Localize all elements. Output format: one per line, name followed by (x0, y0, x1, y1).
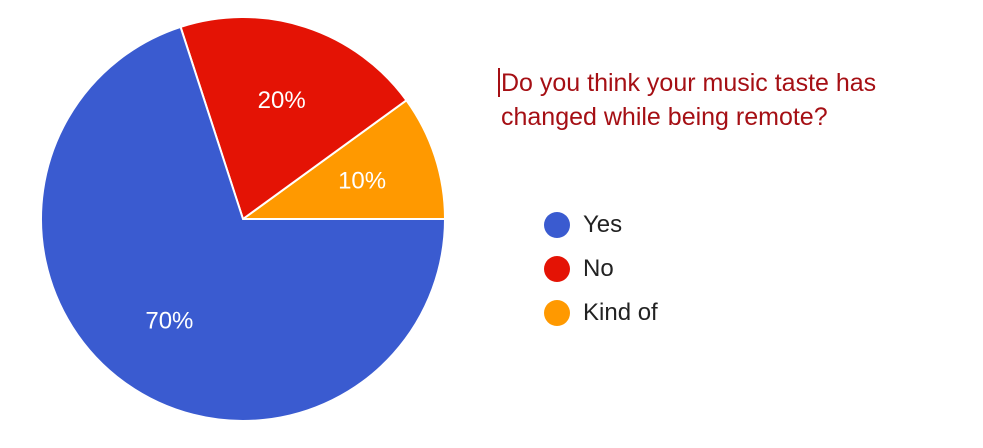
slice-label-yes: 70% (145, 307, 193, 334)
slice-label-kind-of: 10% (338, 167, 386, 194)
legend-label: Yes (583, 211, 623, 238)
pie-slice-kind-of (239, 98, 447, 220)
chart-legend: Yes No Kind of (544, 203, 658, 335)
legend-label: Kind of (583, 299, 658, 326)
legend-item-yes: Yes (544, 203, 658, 247)
legend-item-no: No (544, 247, 658, 291)
slice-label-no: 20% (258, 87, 306, 114)
legend-swatch (544, 212, 570, 238)
legend-label: No (583, 255, 614, 282)
pie-slice-yes (40, 25, 447, 422)
text-cursor (498, 68, 500, 97)
legend-swatch (544, 300, 570, 326)
chart-question-title: Do you think your music taste has change… (501, 69, 877, 131)
legend-swatch (544, 256, 570, 282)
pie-slice-no (179, 16, 408, 221)
legend-item-kind-of: Kind of (544, 291, 658, 335)
